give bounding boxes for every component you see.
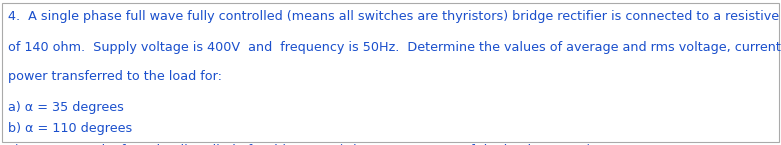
Text: a) α = 35 degrees: a) α = 35 degrees (8, 102, 123, 115)
Text: b) α = 110 degrees: b) α = 110 degrees (8, 122, 132, 135)
Text: of 140 ohm.  Supply voltage is 400V  and  frequency is 50Hz.  Determine the valu: of 140 ohm. Supply voltage is 400V and f… (8, 41, 781, 54)
Text: 4.  A single phase full wave fully controlled (means all switches are thyristors: 4. A single phase full wave fully contro… (8, 10, 781, 23)
Text: c) Do you need a freewheeling diode for this case.  (Hint: See page 37 of the bo: c) Do you need a freewheeling diode for … (8, 144, 591, 145)
Text: power transferred to the load for:: power transferred to the load for: (8, 70, 222, 83)
